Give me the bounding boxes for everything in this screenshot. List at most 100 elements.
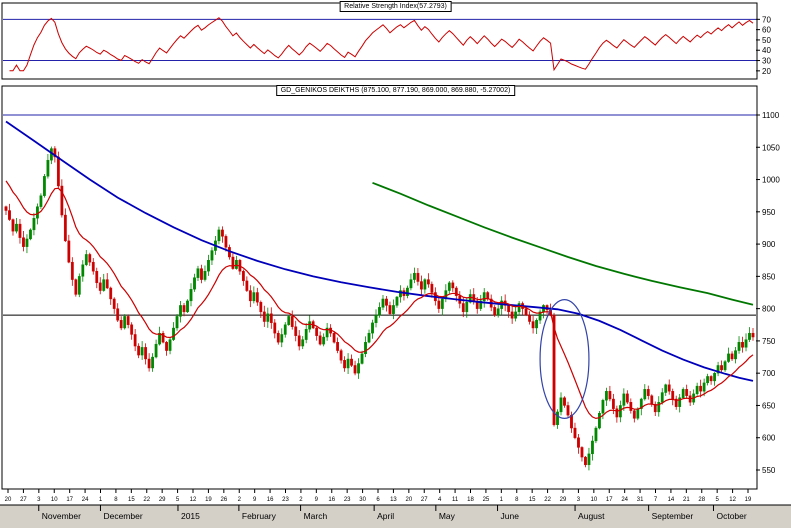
candle-body <box>116 308 120 321</box>
price-axis-label: 1000 <box>762 176 780 185</box>
day-label: 2 <box>238 497 242 503</box>
day-label: 3 <box>577 497 581 503</box>
rsi-panel-bg <box>2 3 757 79</box>
candle-body <box>241 271 245 282</box>
candle-body <box>105 279 109 289</box>
day-label: 18 <box>467 497 474 503</box>
candle-body <box>709 376 713 382</box>
candle-body <box>46 159 50 177</box>
month-label: October <box>716 511 746 521</box>
day-label: 16 <box>267 497 274 503</box>
month-label: November <box>42 511 81 521</box>
day-label: 17 <box>66 497 73 503</box>
candle-body <box>437 300 441 309</box>
day-label: 1 <box>500 497 504 503</box>
candle-body <box>95 271 99 284</box>
candle-body <box>158 332 161 345</box>
day-label: 5 <box>715 497 719 503</box>
candle-body <box>528 314 531 322</box>
candle-body <box>56 156 60 187</box>
rsi-axis-label: 40 <box>762 46 771 55</box>
candle-body <box>570 414 573 429</box>
day-label: 12 <box>190 497 197 503</box>
candle-body <box>713 372 717 382</box>
candle-body <box>538 311 542 321</box>
day-label: 8 <box>114 497 118 503</box>
candle-body <box>720 365 723 371</box>
candle-body <box>643 389 647 400</box>
day-label: 27 <box>421 497 428 503</box>
candle-body <box>360 353 364 364</box>
candle-body <box>580 447 584 458</box>
candle-body <box>186 300 189 313</box>
day-label: 24 <box>82 497 89 503</box>
candle-body <box>625 393 629 403</box>
day-label: 23 <box>344 497 351 503</box>
candle-body <box>140 347 144 356</box>
candle-body <box>262 311 266 322</box>
candle-body <box>451 282 455 289</box>
day-label: 8 <box>515 497 519 503</box>
candle-body <box>604 391 608 401</box>
candle-body <box>189 289 193 302</box>
candle-body <box>4 206 8 211</box>
candle-body <box>598 413 601 429</box>
candle-body <box>165 342 168 351</box>
day-label: 17 <box>606 497 613 503</box>
day-label: 16 <box>328 497 335 503</box>
candle-body <box>629 402 633 411</box>
candle-body <box>535 320 538 329</box>
candle-body <box>67 240 71 263</box>
candle-body <box>660 392 664 403</box>
candle-body <box>175 316 179 329</box>
rsi-axis-label: 70 <box>762 15 771 24</box>
candle-body <box>280 334 284 343</box>
candle-body <box>346 358 350 369</box>
green-ma-line <box>372 181 754 306</box>
candle-body <box>29 229 32 240</box>
candle-body <box>657 402 661 413</box>
candle-body <box>685 389 689 396</box>
candle-body <box>77 276 81 295</box>
candle-body <box>419 281 423 290</box>
candle-body <box>524 308 528 316</box>
candle-body <box>727 353 730 362</box>
month-label: August <box>578 511 605 521</box>
day-label: 20 <box>405 497 412 503</box>
candle-body <box>224 236 228 248</box>
candle-body <box>8 210 11 220</box>
day-label: 31 <box>637 497 644 503</box>
day-label: 23 <box>282 497 289 503</box>
candle-body <box>161 332 165 343</box>
candle-body <box>60 185 64 216</box>
candle-body <box>172 327 175 340</box>
rsi-title-text: Relative Strength Index(57.2793) <box>344 3 447 10</box>
candle-body <box>343 360 346 369</box>
candle-body <box>423 279 427 290</box>
candle-body <box>39 195 43 207</box>
candle-body <box>563 397 566 406</box>
candle-body <box>315 327 319 336</box>
candle-body <box>426 279 430 285</box>
month-label: December <box>103 511 142 521</box>
day-label: 1 <box>99 497 103 503</box>
price-axis-label: 850 <box>762 272 776 281</box>
month-band <box>0 505 791 528</box>
day-label: 14 <box>668 497 675 503</box>
candle-body <box>591 440 594 455</box>
month-label: March <box>304 511 328 521</box>
day-label: 20 <box>5 497 12 503</box>
candle-body <box>287 316 291 325</box>
candle-body <box>447 282 451 291</box>
candle-body <box>371 322 374 334</box>
candle-body <box>440 298 444 309</box>
candle-body <box>193 277 196 290</box>
candle-body <box>266 313 270 322</box>
candle-body <box>18 223 22 238</box>
month-label: February <box>242 511 277 521</box>
candle-body <box>336 342 340 351</box>
rsi-axis-label: 30 <box>762 57 771 66</box>
candle-body <box>678 397 682 407</box>
